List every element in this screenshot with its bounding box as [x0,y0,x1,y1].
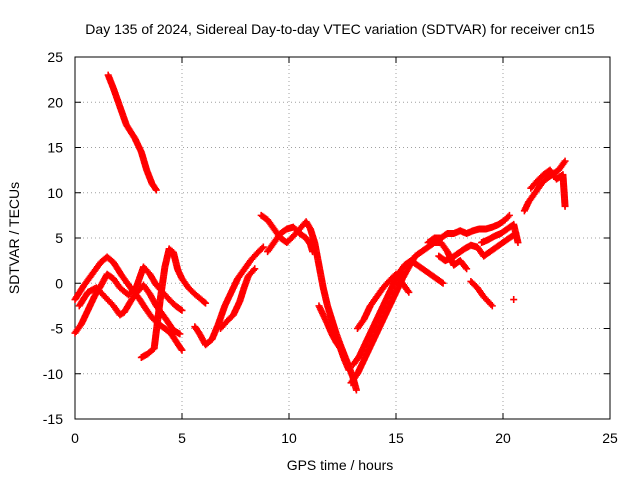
series-track-early-mid [75,281,184,338]
data-points [71,71,569,394]
data-point [504,213,512,221]
y-tick-label: 25 [47,49,63,65]
series-track-recovery-b [349,257,447,369]
data-point [404,287,412,295]
chart-title: Day 135 of 2024, Sidereal Day-to-day VTE… [85,21,595,37]
data-point [514,239,522,247]
y-axis-label: SDTVAR / TECUs [6,182,22,294]
series-track-six-to-eight-b [217,265,259,332]
series-track-end [510,157,569,304]
series-track-six-to-eight [191,243,267,349]
data-point [439,279,447,287]
data-point [249,266,257,274]
y-tick-label: -10 [43,366,63,382]
grid [75,57,610,419]
series-track-mid-day-b [264,223,317,256]
x-tick-label: 15 [388,430,404,446]
data-point [258,244,266,252]
series-track-recovery-c [353,270,413,332]
plot-frame [74,56,611,420]
data-point [510,296,518,304]
data-point [487,300,495,308]
x-tick-label: 5 [178,430,186,446]
x-tick-label: 25 [602,430,618,446]
data-point [200,298,208,306]
data-point [463,265,471,273]
series-track-early-bump [137,245,210,361]
data-point [345,366,353,374]
series-track-late-upper [478,220,522,247]
x-tick-label: 10 [281,430,297,446]
data-point [177,305,185,313]
data-point [488,302,496,310]
series-track-early-high [104,71,160,194]
x-tick-label: 20 [495,430,511,446]
y-tick-label: -15 [43,411,63,427]
data-point [202,299,210,307]
data-point [178,346,186,354]
data-point [405,288,413,296]
data-point [176,330,184,338]
x-axis-label: GPS time / hours [287,457,394,473]
y-tick-label: -5 [51,321,64,337]
data-point [177,345,185,353]
data-point [151,185,159,193]
series-track-late-low [467,277,496,310]
data-point [309,248,317,256]
data-point [560,159,568,167]
data-point [462,263,470,271]
series-track-mid-drop [315,302,353,374]
y-tick-label: 0 [55,275,63,291]
axis-ticks: 0 5 10 15 20 25 -15 -10 -5 0 5 10 15 20 25 [43,49,618,446]
data-point [259,243,267,251]
data-point [438,278,446,286]
data-point [561,157,569,165]
data-point [505,211,513,219]
data-point [561,202,569,210]
y-tick-label: 10 [47,185,63,201]
data-point [251,265,259,273]
series-track-late-rise [424,211,513,247]
data-point [352,386,360,394]
y-tick-label: 20 [47,94,63,110]
data-point [178,306,186,314]
x-tick-label: 0 [71,430,79,446]
data-point [152,186,160,194]
y-tick-label: 15 [47,140,63,156]
y-tick-label: 5 [55,230,63,246]
series-track-late-mid [435,229,520,265]
